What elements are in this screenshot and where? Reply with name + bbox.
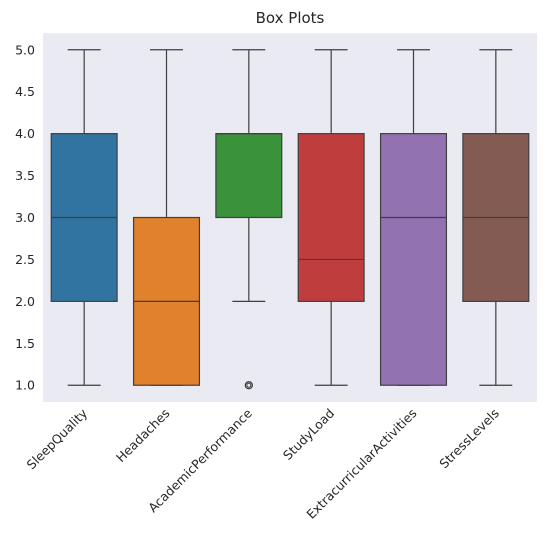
y-tick-label: 2.5 <box>15 252 35 267</box>
box-ExtracurricularActivities <box>379 49 448 386</box>
x-tick-label: StressLevels <box>436 406 502 472</box>
x-tick-label: Headaches <box>113 406 173 466</box>
box-Headaches <box>132 49 201 386</box>
y-tick-label: 3.5 <box>15 168 35 183</box>
box-SleepQuality <box>50 49 118 386</box>
y-axis-ticks: 1.0 1.5 2.0 2.5 3.0 3.5 4.0 4.5 5.0 <box>15 42 35 392</box>
plot-area <box>43 33 537 402</box>
box-StressLevels <box>462 49 530 386</box>
outlier-point <box>244 381 253 390</box>
iqr-box <box>379 133 448 386</box>
y-tick-label: 4.5 <box>15 84 35 99</box>
outlier-point-inner <box>246 382 252 388</box>
box-AcademicPerformance <box>215 49 283 390</box>
y-tick-label: 4.0 <box>15 126 35 141</box>
y-tick-label: 3.0 <box>15 210 35 225</box>
chart-title: Box Plots <box>256 9 325 27</box>
iqr-box <box>215 133 283 219</box>
boxes-layer <box>50 49 530 390</box>
y-tick-label: 2.0 <box>15 294 35 309</box>
y-tick-label: 1.0 <box>15 378 35 393</box>
x-tick-label: StudyLoad <box>280 406 337 463</box>
x-axis-ticks: SleepQuality HeadachesAcademicPerformance… <box>24 405 502 522</box>
y-tick-label: 1.5 <box>15 336 35 351</box>
x-tick-label: SleepQuality <box>24 405 91 472</box>
iqr-box <box>297 133 365 302</box>
y-tick-label: 5.0 <box>15 42 35 57</box>
box-StudyLoad <box>297 49 365 386</box>
